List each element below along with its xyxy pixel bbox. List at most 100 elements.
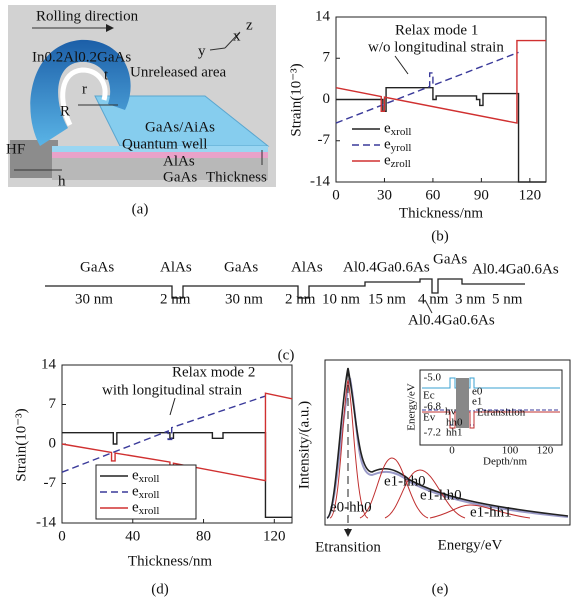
series-line <box>61 395 266 473</box>
panel-c: GaAs AlAs GaAs AlAs Al0.4Ga0.6As GaAs Al… <box>45 251 559 363</box>
series-line <box>336 87 546 183</box>
label: Quantum well <box>122 136 207 152</box>
y-tick-label: 14 <box>315 8 331 24</box>
rolled-tube <box>30 39 131 146</box>
hf-region <box>10 140 58 178</box>
quantum-well <box>52 152 268 158</box>
label: GaAs <box>80 259 114 275</box>
label: Unreleased area <box>130 64 227 80</box>
label: 10 nm <box>322 291 360 307</box>
label: 2 nm <box>160 291 191 307</box>
series-line <box>335 39 546 124</box>
inset-label: hh0 <box>446 417 463 429</box>
inset-label: hv <box>445 406 457 418</box>
label: t <box>104 67 109 83</box>
curve <box>326 377 569 519</box>
legend-label: exroll <box>132 499 159 516</box>
label: AlAs <box>163 153 195 169</box>
y-tick-label: -7 <box>318 132 331 148</box>
peak-label: e0-hh0 <box>330 499 372 515</box>
y-tick-label: 0 <box>323 91 331 107</box>
label: GaAs <box>224 259 258 275</box>
y-axis-label: Strain(10⁻³) <box>288 63 304 136</box>
layer <box>52 146 268 152</box>
legend-label: ezroll <box>384 152 411 169</box>
inset-tick: -7.2 <box>424 427 441 439</box>
axis <box>224 31 241 49</box>
label: HF <box>6 141 25 157</box>
inset-label: Ec <box>423 390 435 402</box>
peak <box>359 457 429 519</box>
inset-y-label: Energy/eV <box>406 383 418 431</box>
curve <box>326 367 569 519</box>
caption: (e) <box>432 581 449 597</box>
label: h <box>58 173 66 189</box>
x-axis-label: Thickness/nm <box>399 205 483 221</box>
inset-tick: 100 <box>502 445 519 457</box>
label: 3 nm <box>455 291 486 307</box>
panel-a: Rolling direction In0.2Al0.2GaAs x z y t… <box>6 5 276 217</box>
label: AlAs <box>160 259 192 275</box>
x-tick-label: 120 <box>263 528 286 544</box>
label: r <box>82 81 87 97</box>
series-line <box>335 51 519 124</box>
inner-ring <box>60 67 108 127</box>
peak-label: e1-hh1 <box>470 504 512 520</box>
label: GaAs <box>163 169 197 185</box>
label: GaAs/AiAs <box>145 119 215 135</box>
plot-frame <box>324 359 571 526</box>
inset-label: Etransition <box>477 407 526 419</box>
label: y <box>198 43 206 59</box>
y-tick-label: -14 <box>36 514 56 530</box>
substrate <box>52 158 268 180</box>
inset-label: e0 <box>472 386 483 398</box>
peak <box>429 504 531 519</box>
inset-label: hh1 <box>446 427 463 439</box>
label: AlAs <box>291 259 323 275</box>
y-axis-label: Intensity/(a.u.) <box>296 401 312 489</box>
label: Al0.4Ga0.6As <box>343 259 430 275</box>
label: 4 nm <box>418 291 449 307</box>
y-tick-label: 7 <box>49 396 57 412</box>
label: 30 nm <box>75 291 113 307</box>
inset-tick: 0 <box>449 445 455 457</box>
axis <box>209 47 226 51</box>
annotation-arrow <box>169 397 176 416</box>
label: GaAs <box>433 251 467 267</box>
annotation: w/o longitudinal strain <box>368 39 504 55</box>
inset-frame <box>419 369 563 446</box>
series-line <box>62 432 292 519</box>
x-tick-label: 30 <box>377 187 392 203</box>
x-axis-label: Energy/eV <box>438 537 503 553</box>
x-tick-label: 60 <box>425 187 440 203</box>
y-tick-label: -7 <box>44 475 57 491</box>
label: Al0.4Ga0.6As <box>408 312 495 328</box>
legend-label: exroll <box>384 120 411 137</box>
label: 5 nm <box>492 291 523 307</box>
label: In0.2Al0.2GaAs <box>32 49 131 65</box>
label: Al0.4Ga0.6As <box>472 261 559 277</box>
inset-tick: -5.0 <box>424 372 442 384</box>
y-tick-label: 0 <box>49 435 57 451</box>
inset-well <box>456 378 469 428</box>
caption: (d) <box>151 581 169 597</box>
label: Rolling direction <box>36 8 139 24</box>
caption: (c) <box>278 347 295 363</box>
inset-label: Ev <box>423 412 436 424</box>
y-tick-label: 14 <box>41 356 57 372</box>
label: Etransition <box>315 539 381 555</box>
x-axis-label: Thickness/nm <box>128 553 212 569</box>
band-profile <box>45 278 525 299</box>
label: Thickness <box>206 169 267 185</box>
caption: (a) <box>132 201 149 217</box>
annotation-arrow <box>394 55 409 75</box>
label: 2 nm <box>285 291 316 307</box>
x-tick-label: 40 <box>125 528 140 544</box>
inset-x-label: Depth/nm <box>483 456 527 468</box>
panel-e: Intensity/(a.u.) Energy/eV Etransition e… <box>296 359 571 597</box>
peak-label: e1-hh0 <box>420 487 462 503</box>
label: z <box>246 17 253 33</box>
x-tick-label: 80 <box>196 528 211 544</box>
label: 15 nm <box>368 291 406 307</box>
